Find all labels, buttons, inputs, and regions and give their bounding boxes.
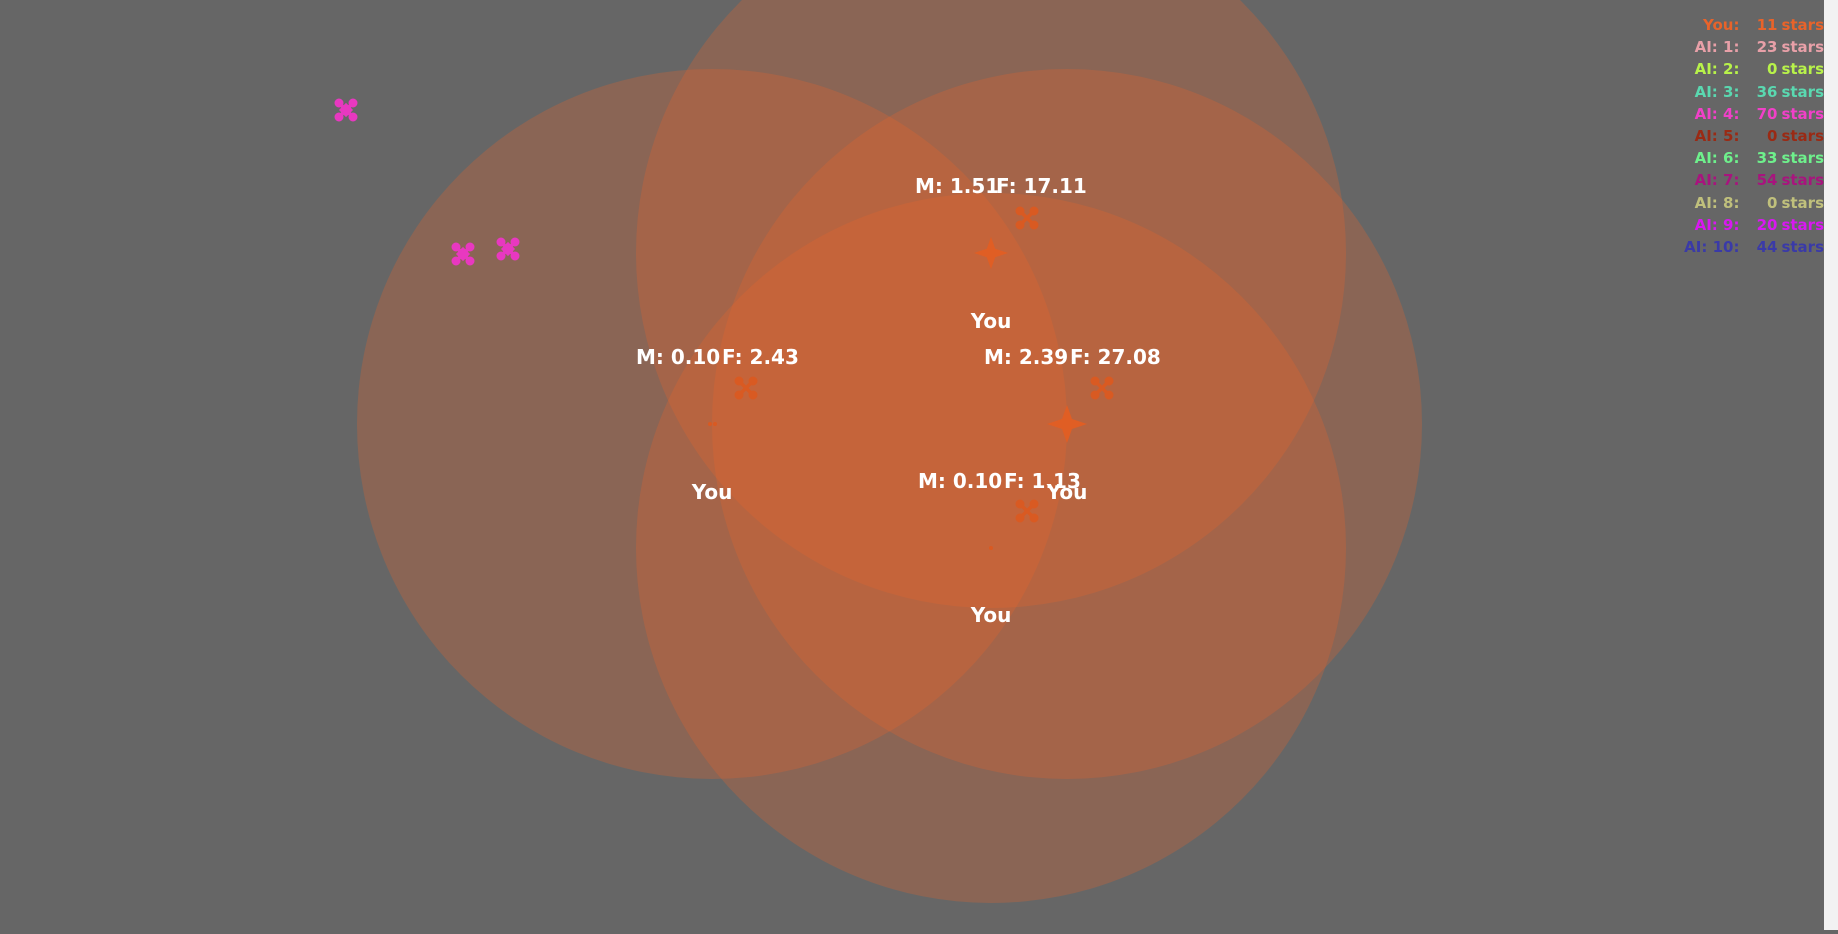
planet-bottom-star-icon[interactable] — [989, 546, 993, 550]
territory-layer — [357, 0, 1422, 903]
vertical-scrollbar[interactable] — [1824, 0, 1838, 930]
scoreboard-row: AI: 8: 0 stars — [1684, 192, 1824, 214]
planet-left-star-icon[interactable] — [708, 422, 717, 426]
scoreboard-unit: stars — [1781, 149, 1824, 168]
scoreboard-star-count: 54 — [1756, 171, 1778, 190]
planet-top-owner: You — [970, 309, 1012, 333]
scoreboard-unit: stars — [1781, 193, 1824, 212]
scoreboard-unit: stars — [1781, 38, 1824, 57]
scoreboard-player-name: AI: 4: — [1694, 104, 1740, 123]
scoreboard-unit: stars — [1781, 238, 1824, 257]
planet-left-fleet: F: 2.43 — [722, 345, 799, 369]
planet-top-mass: M: 1.51 — [915, 174, 999, 198]
scoreboard-unit: stars — [1781, 104, 1824, 123]
enemy-fleet-1[interactable] — [333, 97, 359, 123]
planet-left-owner: You — [691, 480, 733, 504]
scoreboard-row: AI: 10: 44 stars — [1684, 236, 1824, 258]
scoreboard-row: AI: 5: 0 stars — [1684, 125, 1824, 147]
enemy-fleet-3[interactable] — [495, 236, 521, 262]
planet-left-mass: M: 0.10 — [636, 345, 720, 369]
planet-right-owner: You — [1046, 480, 1088, 504]
planet-left[interactable]: M: 0.10 F: 2.43 You — [636, 345, 799, 504]
scoreboard-star-count: 44 — [1756, 238, 1778, 257]
scoreboard-player-name: AI: 6: — [1694, 149, 1740, 168]
planet-bottom-owner: You — [970, 603, 1012, 627]
scoreboard: You: 11 stars AI: 1: 23 stars AI: 2: 0 stars AI: … — [1684, 14, 1824, 258]
scoreboard-player-name: AI: 5: — [1694, 127, 1740, 146]
planet-bottom-mass: M: 0.10 — [918, 469, 1002, 493]
scoreboard-unit: stars — [1781, 215, 1824, 234]
scoreboard-player-name: AI: 9: — [1694, 215, 1740, 234]
planet-top-fleet: F: 17.11 — [996, 174, 1087, 198]
scoreboard-player-name: AI: 1: — [1694, 38, 1740, 57]
scoreboard-row: AI: 7: 54 stars — [1684, 169, 1824, 191]
planet-bottom[interactable]: M: 0.10 F: 1.13 You — [918, 469, 1081, 627]
enemy-fleet-2[interactable] — [450, 241, 476, 267]
scoreboard-unit: stars — [1781, 16, 1824, 34]
scoreboard-player-name: You: — [1702, 16, 1740, 34]
scoreboard-unit: stars — [1781, 60, 1824, 79]
scoreboard-player-name: AI: 2: — [1694, 60, 1740, 79]
scoreboard-star-count: 0 — [1767, 193, 1778, 212]
scoreboard-row: You: 11 stars — [1684, 14, 1824, 36]
scoreboard-unit: stars — [1781, 127, 1824, 146]
scoreboard-star-count: 36 — [1756, 82, 1778, 101]
scoreboard-star-count: 23 — [1756, 38, 1778, 57]
planet-bottom-fleet: F: 1.13 — [1004, 469, 1081, 493]
scoreboard-unit: stars — [1781, 82, 1824, 101]
scoreboard-player-name: AI: 3: — [1694, 82, 1740, 101]
scoreboard-row: AI: 9: 20 stars — [1684, 214, 1824, 236]
scoreboard-player-name: AI: 10: — [1684, 238, 1740, 257]
planet-top[interactable]: M: 1.51 F: 17.11 You — [915, 174, 1087, 333]
scoreboard-row: AI: 1: 23 stars — [1684, 36, 1824, 58]
scoreboard-row: AI: 2: 0 stars — [1684, 58, 1824, 80]
scoreboard-star-count: 11 — [1756, 16, 1778, 34]
scoreboard-player-name: AI: 8: — [1694, 193, 1740, 212]
scoreboard-star-count: 70 — [1756, 104, 1778, 123]
scoreboard-row: AI: 4: 70 stars — [1684, 103, 1824, 125]
planet-right[interactable]: M: 2.39 F: 27.08 You — [984, 345, 1161, 504]
scoreboard-unit: stars — [1781, 171, 1824, 190]
planet-right-fleet: F: 27.08 — [1070, 345, 1161, 369]
scoreboard-star-count: 33 — [1756, 149, 1778, 168]
planet-right-mass: M: 2.39 — [984, 345, 1068, 369]
scoreboard-player-name: AI: 7: — [1694, 171, 1740, 190]
scoreboard-star-count: 20 — [1756, 215, 1778, 234]
territory-circle-top — [636, 0, 1346, 608]
scoreboard-star-count: 0 — [1767, 127, 1778, 146]
scoreboard-row: AI: 6: 33 stars — [1684, 147, 1824, 169]
scoreboard-row: AI: 3: 36 stars — [1684, 81, 1824, 103]
scoreboard-star-count: 0 — [1767, 60, 1778, 79]
